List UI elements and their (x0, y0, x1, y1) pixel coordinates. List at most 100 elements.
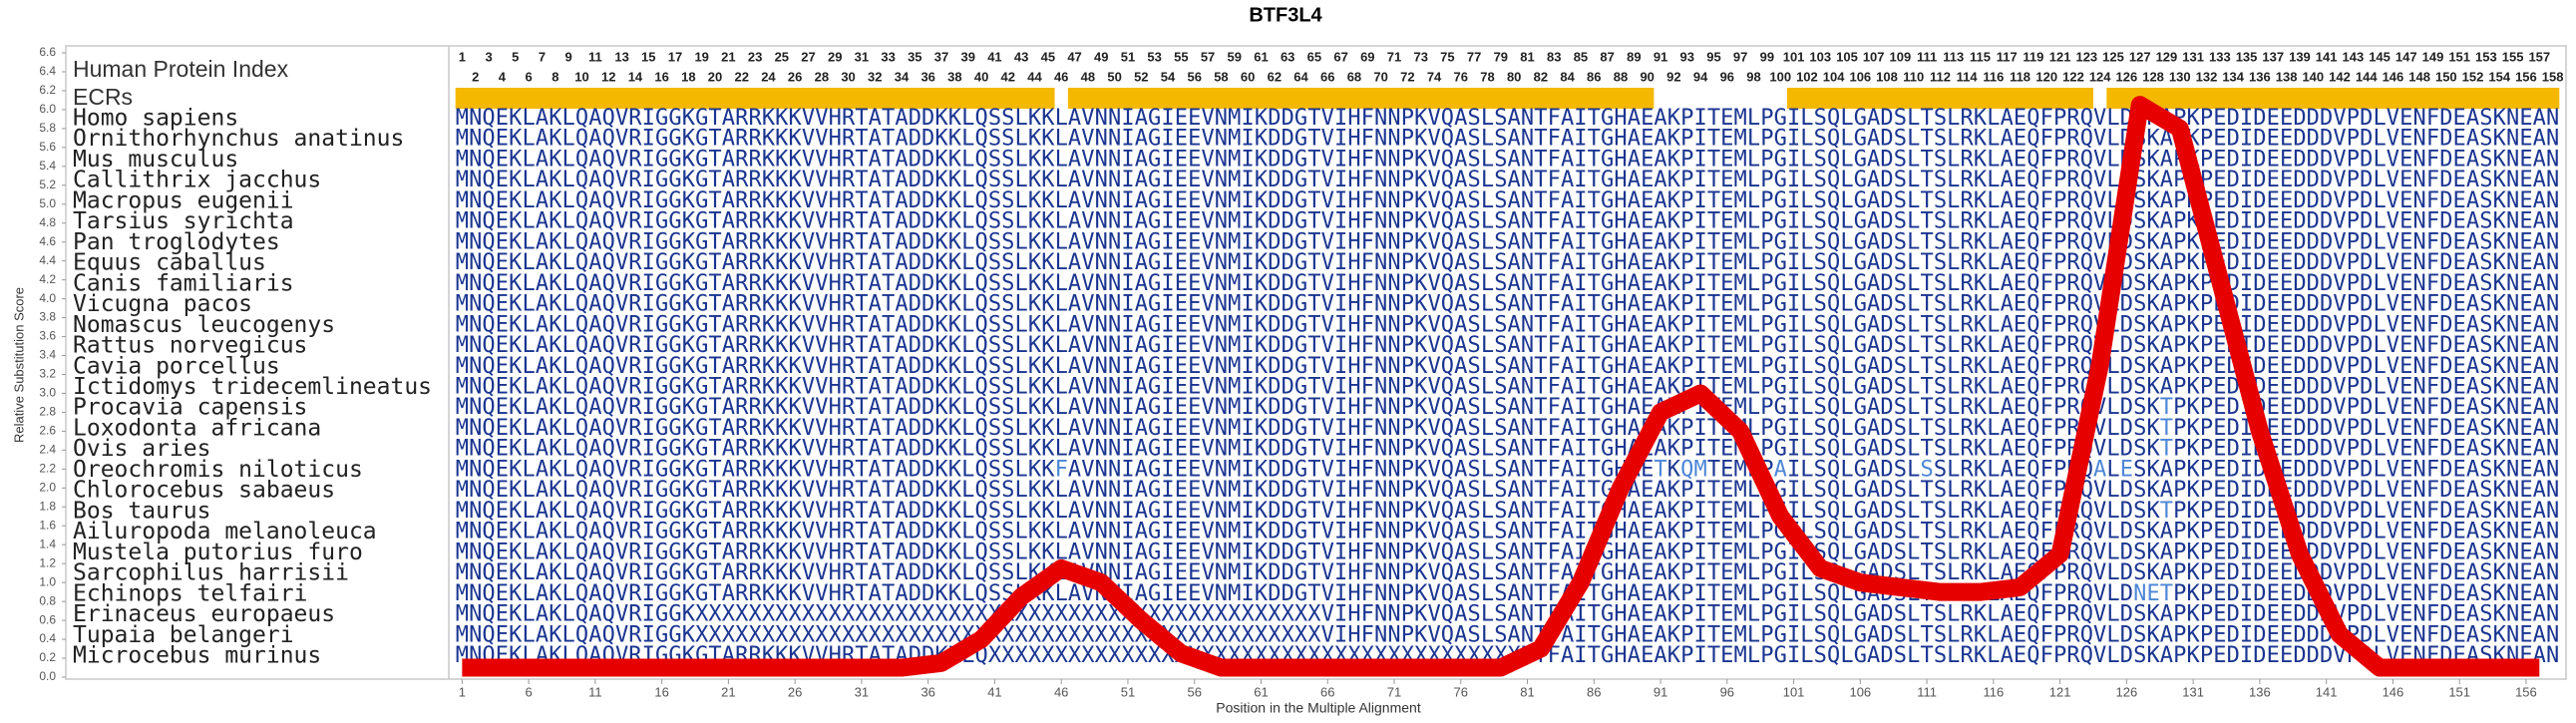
index-number: 22 (735, 69, 749, 84)
residue: A (1867, 106, 1880, 131)
x-tick-label: 21 (721, 684, 735, 699)
residue: D (2439, 168, 2452, 192)
index-number: 1 (459, 49, 466, 64)
index-number: 40 (974, 69, 988, 84)
residue: P (2347, 147, 2360, 172)
residue: N (1387, 127, 1400, 152)
index-number: 92 (1666, 69, 1680, 84)
residue: H (1614, 147, 1627, 172)
residue: P (1401, 168, 1414, 192)
y-tick-label: 4.2 (39, 272, 56, 286)
residue: M (1228, 168, 1241, 192)
residue: S (1894, 127, 1907, 152)
index-number: 106 (1849, 69, 1871, 84)
x-tick-label: 91 (1654, 684, 1667, 699)
residue: I (1161, 106, 1174, 131)
residue: S (1814, 643, 1827, 668)
residue: L (1987, 643, 2000, 668)
species-name: Macropus eugenii (73, 187, 294, 213)
residue: L (2373, 106, 2386, 131)
residue: L (1947, 643, 1960, 668)
sequence: MNQEKLAKLQAQVRIGGKGTARRKKKVVHRTATADDKKLQ… (456, 127, 2560, 152)
index-number: 48 (1081, 69, 1095, 84)
index-number: 49 (1094, 49, 1108, 64)
residue: T (1707, 147, 1720, 172)
residue: L (1947, 168, 1960, 192)
residue: H (1347, 106, 1360, 131)
residue: G (1148, 127, 1161, 152)
index-number: 107 (1863, 49, 1885, 64)
residue: V (1081, 106, 1094, 131)
index-number: 127 (2129, 49, 2151, 64)
residue: D (1282, 127, 1294, 152)
residue: G (1294, 168, 1307, 192)
index-number: 129 (2156, 49, 2178, 64)
residue: F (2426, 127, 2439, 152)
residue: K (2146, 168, 2160, 192)
residue: D (1282, 168, 1294, 192)
residue: S (1814, 106, 1827, 131)
index-label: Human Protein Index (73, 56, 289, 82)
residue: K (775, 106, 789, 131)
index-number: 124 (2089, 69, 2111, 84)
residue: V (2333, 106, 2346, 131)
residue: L (1747, 168, 1760, 192)
x-axis-label: Position in the Multiple Alignment (1216, 700, 1421, 716)
residue: R (842, 147, 856, 172)
residue: L (1481, 168, 1494, 192)
residue: V (615, 168, 628, 192)
residue: N (1215, 106, 1228, 131)
x-tick-label: 156 (2515, 684, 2537, 699)
residue: P (2053, 147, 2066, 172)
residue: I (1121, 106, 1134, 131)
residue: E (2213, 643, 2226, 668)
residue: K (2493, 168, 2507, 192)
residue: R (842, 127, 856, 152)
residue: X (1081, 643, 1095, 668)
residue: E (2014, 106, 2026, 131)
residue: Q (2080, 106, 2093, 131)
residue: L (1907, 168, 1920, 192)
residue: H (1347, 168, 1360, 192)
residue: H (829, 147, 842, 172)
index-number: 110 (1903, 69, 1924, 84)
index-number: 35 (908, 49, 921, 64)
residue: K (775, 168, 789, 192)
index-number: 62 (1268, 69, 1282, 84)
index-number: 86 (1587, 69, 1601, 84)
residue: T (1707, 127, 1720, 152)
residue: D (2253, 106, 2266, 131)
residue: L (1907, 106, 1920, 131)
residue: P (2347, 127, 2360, 152)
residue: S (1894, 643, 1907, 668)
residue: E (1720, 168, 1733, 192)
residue: G (1854, 127, 1867, 152)
residue: X (1001, 643, 1015, 668)
residue: V (2093, 168, 2106, 192)
index-number: 13 (614, 49, 628, 64)
residue: V (2333, 147, 2346, 172)
residue: K (509, 188, 523, 213)
residue: V (1427, 168, 1440, 192)
residue: K (2146, 127, 2160, 152)
residue: I (642, 147, 655, 172)
index-number: 153 (2475, 49, 2497, 64)
residue: V (1201, 127, 1214, 152)
residue: F (1361, 168, 1374, 192)
residue: S (1934, 147, 1947, 172)
index-number: 59 (1228, 49, 1242, 64)
residue: A (895, 168, 908, 192)
residue: Q (602, 147, 615, 172)
residue: A (1654, 106, 1666, 131)
residue: Q (2080, 127, 2093, 152)
species-name: Microcebus murinus (73, 643, 321, 669)
index-number: 60 (1241, 69, 1255, 84)
x-tick-label: 1 (459, 684, 466, 699)
residue: E (1720, 106, 1733, 131)
residue: L (562, 106, 575, 131)
residue: X (1055, 643, 1069, 668)
residue: A (2466, 127, 2479, 152)
residue: G (1294, 147, 1307, 172)
residue: K (1974, 106, 1988, 131)
